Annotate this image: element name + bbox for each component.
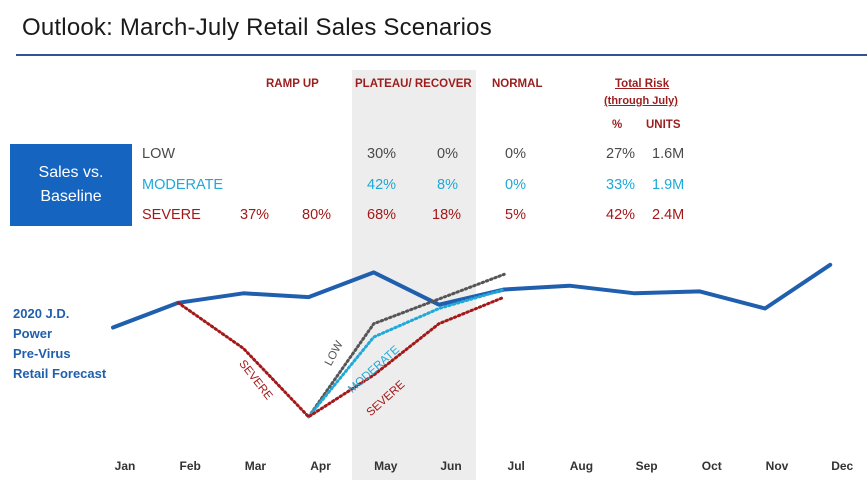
badge-line-1: Sales vs.: [38, 164, 104, 181]
row-moderate-normal: 0%: [505, 177, 526, 193]
row-severe-plateau-2: 18%: [432, 207, 462, 223]
x-tick-label-jun: Jun: [440, 459, 461, 473]
row-severe-normal: 5%: [505, 207, 526, 223]
row-moderate-plateau-2: 8%: [437, 177, 458, 193]
row-severe-plateau-1: 68%: [367, 207, 397, 223]
x-tick-label-jan: Jan: [115, 459, 136, 473]
forecast-label-line-4: Retail Forecast: [13, 366, 107, 381]
x-tick-label-sep: Sep: [636, 459, 658, 473]
x-tick-label-mar: Mar: [245, 459, 267, 473]
row-severe-ramp-2: 80%: [302, 207, 332, 223]
annotation-severe-left: SEVERE: [236, 358, 274, 402]
plateau-shaded-band: [352, 70, 476, 480]
row-low-plateau-1: 30%: [367, 146, 397, 162]
x-tick-label-aug: Aug: [570, 459, 593, 473]
x-tick-label-oct: Oct: [702, 459, 722, 473]
series-line-moderate: [307, 288, 506, 419]
forecast-label-line-2: Power: [13, 326, 53, 341]
header-normal: NORMAL: [492, 78, 543, 90]
header-total-risk: Total Risk: [615, 78, 670, 90]
x-tick-label-apr: Apr: [310, 459, 331, 473]
row-severe-ramp-1: 37%: [240, 207, 270, 223]
row-low-label: LOW: [142, 146, 176, 162]
row-moderate-units: 1.9M: [652, 177, 685, 193]
badge-line-2: Baseline: [40, 188, 102, 205]
series-line-severe: [176, 295, 506, 419]
row-low-normal: 0%: [505, 146, 526, 162]
header-units: UNITS: [646, 119, 681, 131]
x-tick-label-jul: Jul: [508, 459, 525, 473]
row-low-pct: 27%: [606, 146, 636, 162]
x-tick-label-dec: Dec: [831, 459, 853, 473]
page-title: Outlook: March-July Retail Sales Scenari…: [22, 14, 492, 41]
row-severe-units: 2.4M: [652, 207, 685, 223]
header-through-july: (through July): [604, 95, 678, 107]
forecast-label-line-3: Pre-Virus: [13, 346, 71, 361]
row-moderate-plateau-1: 42%: [367, 177, 397, 193]
header-percent: %: [612, 119, 623, 131]
row-low-plateau-2: 0%: [437, 146, 458, 162]
title-divider: [16, 54, 867, 56]
forecast-label-line-1: 2020 J.D.: [13, 306, 70, 321]
series-line-low: [307, 272, 506, 419]
row-moderate-label: MODERATE: [142, 177, 224, 193]
annotation-severe-right: SEVERE: [365, 378, 408, 418]
row-severe-pct: 42%: [606, 207, 636, 223]
row-severe-label: SEVERE: [142, 207, 201, 223]
x-tick-label-nov: Nov: [766, 459, 789, 473]
forecast-series-label: 2020 J.D. Power Pre-Virus Retail Forecas…: [13, 304, 123, 384]
x-tick-label-may: May: [374, 459, 398, 473]
series-line-forecast: [111, 262, 833, 330]
x-tick-label-feb: Feb: [180, 459, 201, 473]
annotation-low: LOW: [323, 339, 346, 368]
sales-vs-baseline-badge: Sales vs. Baseline: [10, 144, 132, 226]
header-plateau-recover: PLATEAU/ RECOVER: [355, 78, 472, 90]
row-low-units: 1.6M: [652, 146, 685, 162]
row-moderate-pct: 33%: [606, 177, 636, 193]
header-ramp-up: RAMP UP: [266, 78, 319, 90]
